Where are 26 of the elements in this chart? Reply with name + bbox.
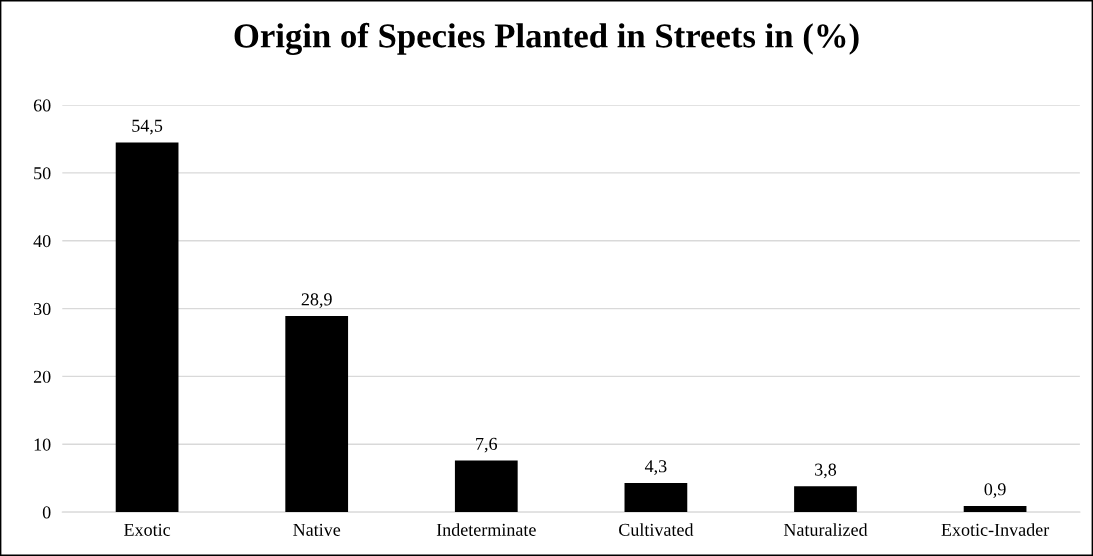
y-tick-label: 20 [33, 370, 51, 383]
data-label: 7,6 [476, 437, 498, 453]
bar [454, 460, 518, 513]
y-tick-label: 60 [33, 99, 51, 112]
x-tick-label: Exotic-Invader [941, 523, 1050, 536]
y-tick-label: 50 [34, 167, 51, 180]
x-tick-label: Native [293, 523, 341, 536]
bar [963, 505, 1027, 513]
y-tick-label: 40 [33, 235, 51, 248]
x-tick-label: Cultivated [619, 523, 694, 536]
x-tick-label: Indeterminate [436, 523, 536, 536]
bar [115, 142, 179, 513]
data-label: 4,3 [644, 460, 667, 475]
bar [794, 486, 857, 513]
bar [624, 482, 688, 513]
chart-title: Origin of Species Planted in Streets in (%) [234, 22, 859, 55]
y-tick-label: 30 [34, 302, 51, 316]
data-label: 3,8 [815, 463, 837, 479]
y-tick-label: 10 [34, 438, 51, 451]
x-tick-label: Naturalized [783, 523, 868, 536]
data-label: 0,9 [984, 483, 1006, 498]
y-tick-label: 0 [42, 506, 51, 519]
data-label: 28,9 [301, 293, 332, 309]
x-tick-label: Exotic [124, 523, 171, 536]
data-label: 54,5 [132, 119, 163, 135]
bar [285, 316, 349, 513]
